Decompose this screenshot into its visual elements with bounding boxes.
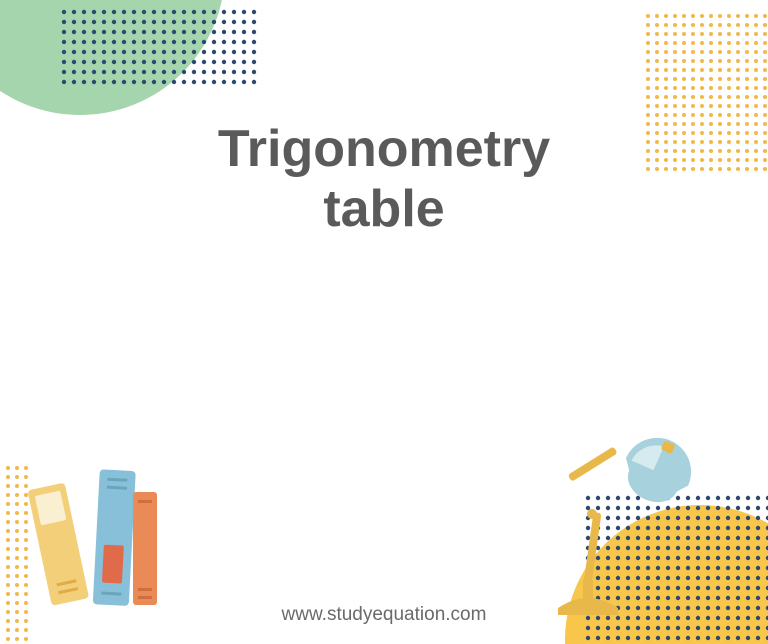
footer-url: www.studyequation.com xyxy=(0,604,768,626)
title-line-1: Trigonometry xyxy=(0,120,768,180)
green-circle xyxy=(0,0,225,115)
books-icon xyxy=(27,469,157,606)
title-line-2: table xyxy=(0,180,768,240)
infographic-canvas: Trigonometry table www.studyequation.com xyxy=(0,0,768,644)
page-title: Trigonometry table xyxy=(0,120,768,240)
lamp-icon xyxy=(558,427,702,615)
background-shapes xyxy=(0,0,768,644)
navy-dots-top-left xyxy=(62,10,256,84)
